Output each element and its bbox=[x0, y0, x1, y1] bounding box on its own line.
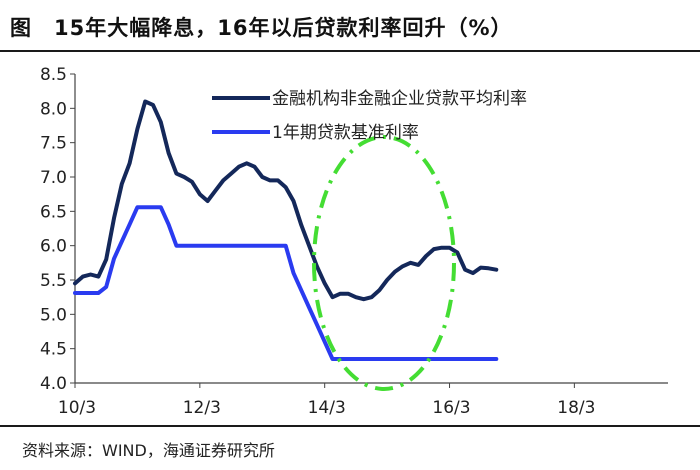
legend-label-1: 金融机构非金融企业贷款平均利率 bbox=[272, 89, 527, 109]
figure-label: 图 bbox=[10, 16, 32, 40]
x-tick-label: 16/3 bbox=[432, 398, 470, 418]
y-tick-label: 5.5 bbox=[40, 271, 67, 291]
y-tick-label: 7.5 bbox=[40, 134, 67, 154]
x-tick-label: 14/3 bbox=[308, 398, 346, 418]
line-chart: 8.58.07.57.06.56.05.55.04.54.0 10/3 12/3 1… bbox=[40, 65, 668, 418]
chart-title-text: 15年大幅降息，16年以后贷款利率回升（%） bbox=[54, 16, 513, 40]
y-axis: 8.5 8.0 7.5 7.0 6.5 6.0 5.5 5.0 4.5 4.0 bbox=[40, 65, 76, 394]
legend-label-2: 1年期贷款基准利率 bbox=[272, 123, 419, 143]
legend: 金融机构非金融企业贷款平均利率 1年期贷款基准利率 bbox=[212, 89, 527, 143]
y-tick-label: 8.5 bbox=[40, 65, 67, 85]
source-note: 资料来源：WIND，海通证券研究所 bbox=[22, 441, 275, 460]
y-tick-label: 5.0 bbox=[40, 305, 67, 325]
series-line-2 bbox=[73, 205, 499, 361]
series-line-1 bbox=[73, 99, 499, 302]
x-axis: 10/3 12/3 14/3 16/3 18/3 bbox=[58, 382, 668, 418]
y-tick-label: 7.0 bbox=[40, 168, 67, 188]
x-tick-label: 10/3 bbox=[58, 398, 96, 418]
y-tick-label: 4.5 bbox=[40, 340, 67, 360]
highlight-ellipse bbox=[312, 135, 456, 391]
y-tick-label: 8.0 bbox=[40, 99, 67, 119]
y-tick-label: 6.0 bbox=[40, 237, 67, 257]
title-bar: 图 15年大幅降息，16年以后贷款利率回升（%） bbox=[0, 0, 700, 52]
chart-title: 图 15年大幅降息，16年以后贷款利率回升（%） bbox=[10, 12, 535, 42]
source-divider bbox=[0, 425, 700, 427]
x-tick-label: 12/3 bbox=[183, 398, 221, 418]
y-tick-label: 6.5 bbox=[40, 202, 67, 222]
y-tick-label: 4.0 bbox=[40, 374, 67, 394]
series-layer bbox=[73, 99, 499, 361]
x-tick-label: 18/3 bbox=[557, 398, 595, 418]
